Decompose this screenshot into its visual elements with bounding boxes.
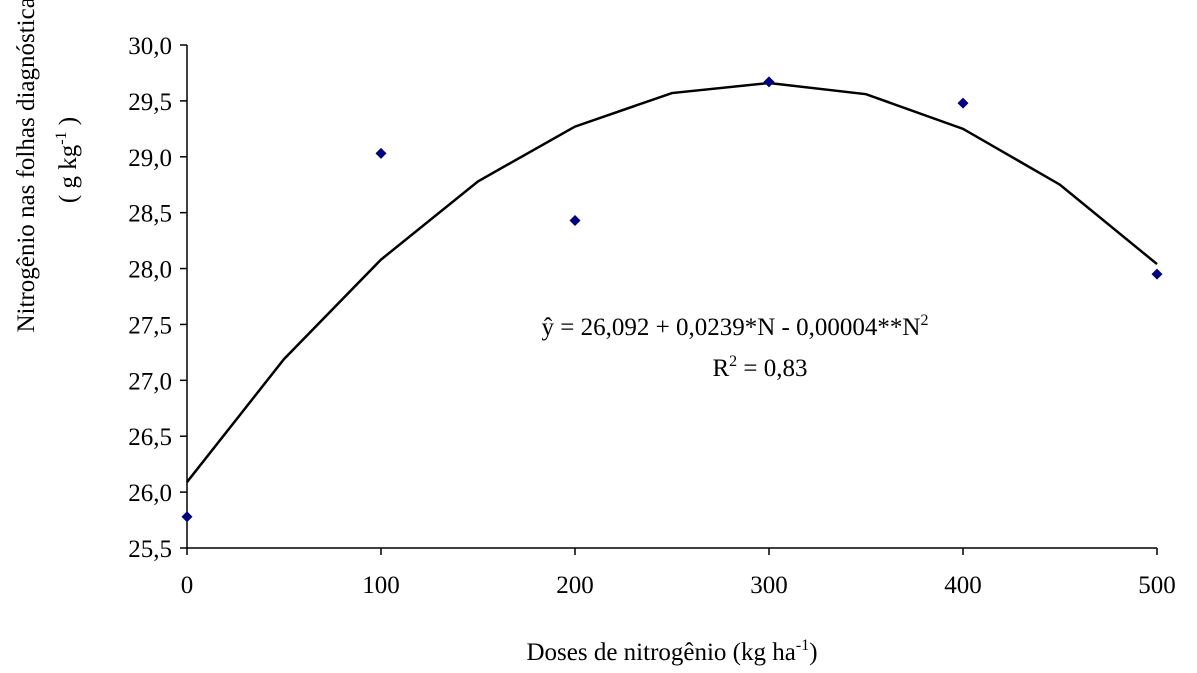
x-tick-label: 0	[181, 572, 194, 599]
y-axis-title: Nitrogênio nas folhas diagnósticas	[13, 0, 40, 333]
r-squared-label: R	[712, 355, 729, 382]
y-tick-label: 28,5	[128, 201, 172, 228]
y-tick-label: 25,5	[128, 536, 172, 563]
r-squared: R2 = 0,83	[712, 353, 807, 382]
data-point	[1151, 268, 1163, 280]
data-point	[763, 76, 775, 88]
y-tick-label: 27,0	[128, 368, 172, 395]
x-tick-label: 200	[556, 572, 594, 599]
r-squared-sup: 2	[729, 353, 737, 370]
trendline	[186, 81, 1158, 483]
x-tick-label: 400	[944, 572, 982, 599]
y-axis-unit-end: )	[55, 117, 82, 132]
r-squared-value: = 0,83	[737, 355, 807, 382]
x-axis-title: Doses de nitrogênio (kg ha-1)	[526, 637, 817, 666]
y-tick-label: 28,0	[128, 257, 172, 284]
equation: ŷ = 26,092 + 0,0239*N - 0,00004**N2	[542, 312, 929, 341]
y-axis-unit-sup: -1	[53, 131, 70, 144]
data-point	[957, 97, 969, 109]
y-tick-label: 30,0	[128, 33, 172, 60]
data-point	[181, 511, 193, 523]
y-tick-label: 27,5	[128, 312, 172, 339]
x-axis-title-end: )	[809, 639, 817, 666]
x-axis-title-sup: -1	[796, 637, 809, 654]
equation-text: ŷ = 26,092 + 0,0239*N - 0,00004**N	[542, 314, 921, 341]
y-tick-label: 29,5	[128, 89, 172, 116]
data-point	[375, 147, 387, 159]
x-tick-label: 100	[362, 572, 400, 599]
x-axis-title-text: Doses de nitrogênio (kg ha	[526, 639, 795, 666]
data-point	[569, 214, 581, 226]
y-tick-label: 29,0	[128, 145, 172, 172]
y-tick-label: 26,0	[128, 480, 172, 507]
x-tick-label: 500	[1138, 572, 1176, 599]
y-axis-unit: ( g kg-1 )	[53, 117, 82, 203]
x-tick-label: 300	[750, 572, 788, 599]
y-tick-label: 26,5	[128, 424, 172, 451]
equation-sup: 2	[920, 312, 928, 329]
y-axis-unit-text: ( g kg	[55, 144, 82, 203]
